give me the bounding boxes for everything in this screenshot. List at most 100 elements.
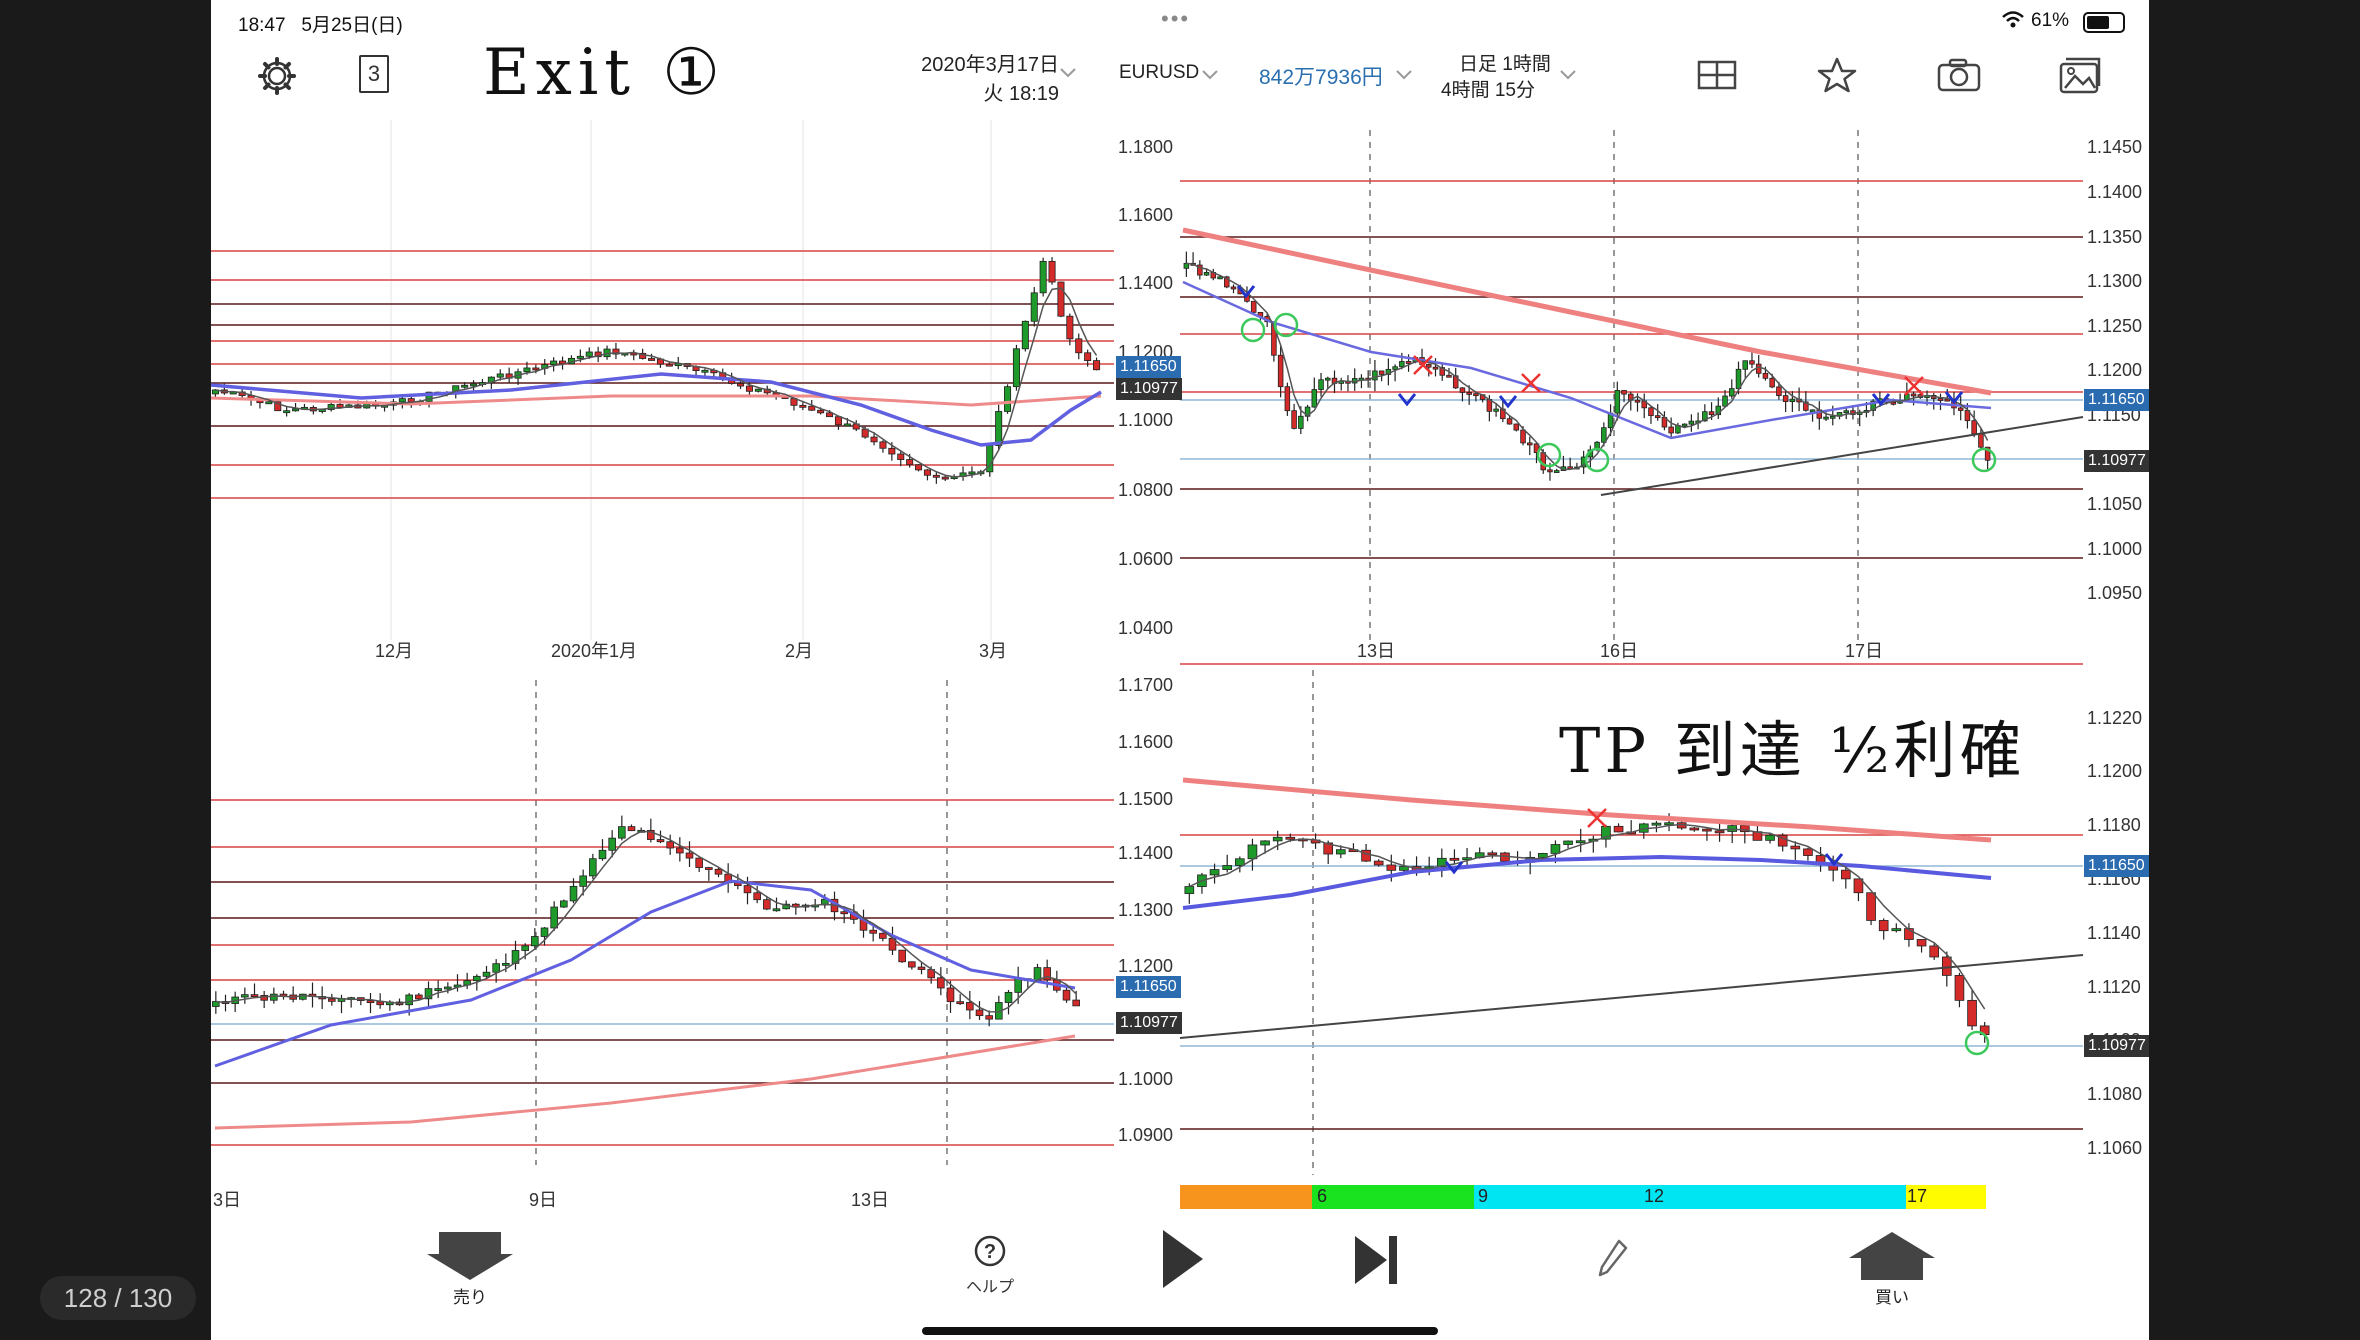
candle-body	[589, 858, 597, 877]
moving-average-line	[211, 394, 1102, 407]
candle-body	[1513, 423, 1520, 431]
price-badge-current: 1.11650	[1116, 976, 1181, 998]
candle-body	[1466, 392, 1472, 395]
buy-button[interactable]: 買い	[1849, 1230, 1935, 1308]
step-forward-button[interactable]	[1353, 1234, 1399, 1291]
daily-chart-panel[interactable]	[211, 120, 1114, 640]
hourly-chart-panel[interactable]	[1180, 130, 2084, 665]
four-hour-chart-panel[interactable]	[211, 680, 1114, 1165]
candle-body	[1184, 886, 1195, 894]
candle-body	[888, 447, 896, 455]
price-badge-bid: 1.10977	[1116, 1012, 1182, 1034]
candle-body	[1323, 842, 1334, 855]
home-indicator[interactable]	[922, 1327, 1438, 1335]
candle-body	[1702, 411, 1708, 422]
charts-area[interactable]	[211, 0, 2149, 1220]
candle-body	[1621, 390, 1627, 395]
y-axis-label: 1.1300	[1118, 900, 1174, 920]
timeframe-selector[interactable]: 日足 1時間 4時間 15分	[1441, 54, 1551, 101]
play-button[interactable]	[1161, 1228, 1205, 1295]
candle-body	[1250, 300, 1257, 313]
help-button[interactable]: ? ヘルプ	[955, 1234, 1025, 1297]
wifi-icon	[2001, 10, 2025, 36]
moving-average-line	[211, 372, 1102, 447]
candle-body	[843, 423, 851, 427]
chart-date[interactable]: 2020年3月17日 火 18:19	[921, 54, 1059, 105]
candle-body	[1493, 408, 1499, 412]
candle-body	[1634, 399, 1641, 403]
y-axis-label: 1.1450	[2087, 137, 2143, 157]
candle-body	[1066, 315, 1074, 340]
candle-body	[1954, 974, 1965, 1001]
chevron-down-icon[interactable]	[1559, 68, 1577, 86]
candle-body	[1426, 364, 1432, 368]
candle-body	[1790, 845, 1801, 850]
candle-body	[1681, 423, 1688, 427]
candle-body	[743, 885, 752, 894]
candle-body	[1769, 377, 1775, 388]
candle-body	[1230, 286, 1237, 290]
camera-icon[interactable]	[1937, 58, 1981, 97]
candle-body	[1878, 920, 1889, 932]
y-axis-label: 1.1200	[1118, 956, 1174, 976]
candle-body	[1004, 386, 1012, 412]
candle-body	[482, 971, 491, 977]
candle-body	[1749, 360, 1755, 365]
candle-body	[1487, 852, 1498, 856]
gallery-icon[interactable]	[2059, 56, 2101, 99]
sell-button[interactable]: 売り	[427, 1230, 513, 1308]
candle-body	[1392, 366, 1398, 370]
candle-body	[840, 911, 848, 915]
account-balance[interactable]: 842万7936円	[1259, 66, 1383, 89]
candle-body	[1853, 878, 1864, 894]
candle-body	[1284, 386, 1291, 412]
candle-body	[772, 908, 781, 912]
candle-body	[1520, 429, 1526, 444]
candle-body	[753, 892, 761, 901]
candle-body	[1222, 865, 1233, 870]
candle-body	[1062, 989, 1071, 1001]
cross-signal-marker	[1587, 808, 1607, 828]
fast-moving-average-line	[215, 830, 1077, 1013]
candle-body	[376, 1001, 384, 1006]
symbol-selector[interactable]: EURUSD	[1119, 62, 1200, 83]
y-axis-label: 1.0800	[1118, 480, 1174, 500]
candle-body	[1197, 264, 1203, 276]
candle-body	[1762, 372, 1769, 379]
y-axis-label: 1.1220	[2087, 708, 2143, 728]
x-axis-label: 13日	[851, 1190, 890, 1210]
candle-body	[808, 405, 816, 411]
chevron-down-icon[interactable]	[1395, 68, 1413, 86]
gear-icon[interactable]	[257, 56, 297, 101]
candle-body	[523, 367, 531, 373]
trend-line	[1600, 416, 2084, 496]
candle-body	[532, 367, 540, 371]
candle-body	[676, 847, 684, 854]
candle-body	[1664, 822, 1674, 826]
fast-moving-average-line	[1188, 823, 1986, 1010]
candle-body	[531, 936, 539, 947]
price-badge-bid: 1.10977	[2084, 450, 2149, 472]
pencil-icon[interactable]	[1597, 1238, 1629, 1283]
star-icon[interactable]	[1817, 56, 1857, 99]
grid-layout-icon[interactable]	[1697, 60, 1737, 95]
candle-body	[869, 929, 877, 934]
multitask-dots[interactable]: •••	[1161, 6, 1191, 31]
candle-body	[1039, 260, 1047, 294]
chevron-down-icon[interactable]	[1201, 68, 1219, 86]
x-axis-label: 9日	[529, 1190, 558, 1210]
price-badge-bid: 1.10977	[2084, 1035, 2149, 1057]
buy-label: 買い	[1875, 1288, 1909, 1307]
candle-body	[1668, 426, 1674, 434]
price-badge-bid: 1.10977	[1116, 378, 1182, 400]
session-label-12: 12	[1644, 1186, 1665, 1206]
fifteen-minute-chart-panel[interactable]	[1179, 670, 2084, 1175]
chevron-down-icon[interactable]	[1059, 66, 1077, 84]
candle-body	[511, 950, 520, 964]
candle-body	[1654, 415, 1661, 419]
candle-body	[1904, 928, 1914, 940]
document-icon[interactable]: 3	[359, 55, 389, 93]
candle-body	[1755, 363, 1762, 374]
candle-body	[1372, 370, 1378, 381]
candle-body	[695, 857, 703, 868]
